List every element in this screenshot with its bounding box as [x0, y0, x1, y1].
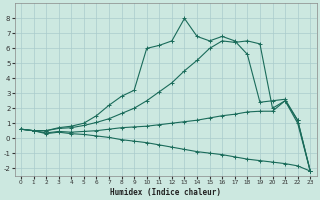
X-axis label: Humidex (Indice chaleur): Humidex (Indice chaleur): [110, 188, 221, 197]
